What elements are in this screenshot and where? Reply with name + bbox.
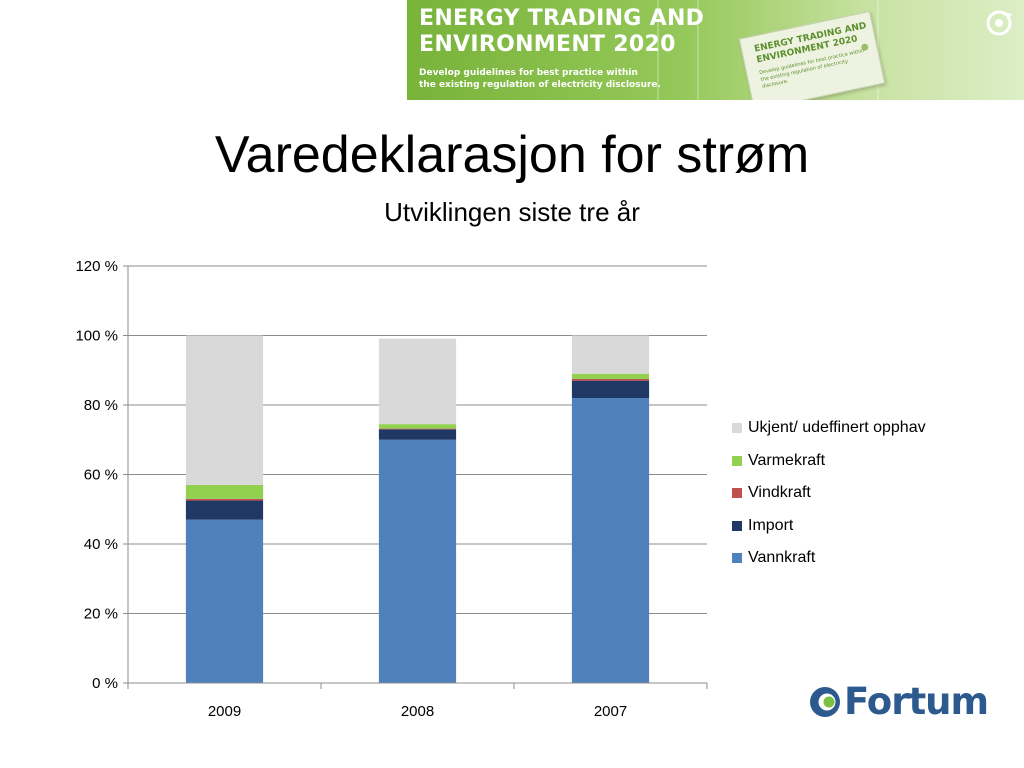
logo-text: Fortum xyxy=(844,680,989,723)
banner-subtitle-line: the existing regulation of electricity d… xyxy=(419,80,661,90)
legend-item: Vindkraft xyxy=(732,477,926,510)
legend-swatch xyxy=(732,455,742,466)
x-tick-label: 2007 xyxy=(594,703,627,720)
bar-segment xyxy=(571,335,650,374)
y-tick-label: 20 % xyxy=(84,606,118,623)
y-tick-label: 100 % xyxy=(75,328,118,345)
bar-segment xyxy=(185,484,264,499)
y-tick-label: 120 % xyxy=(75,258,118,275)
legend-item: Ukjent/ udeffinert opphav xyxy=(732,412,926,445)
slide-subtitle: Utviklingen siste tre år xyxy=(384,197,640,227)
bar-segment xyxy=(378,429,457,440)
legend-label: Import xyxy=(748,516,794,534)
banner-title: ENERGY TRADING AND ENVIRONMENT 2020 xyxy=(419,6,704,58)
bar-segment xyxy=(378,338,457,425)
header-banner: ENERGY TRADING AND ENVIRONMENT 2020 Deve… xyxy=(407,0,1024,100)
bar-segment xyxy=(571,398,650,683)
legend-swatch xyxy=(732,520,742,531)
bar-segment xyxy=(378,424,457,429)
recycle-arrow-icon xyxy=(986,10,1012,36)
y-tick-label: 80 % xyxy=(84,397,118,414)
y-tick-label: 0 % xyxy=(92,675,118,692)
banner-title-line: ENVIRONMENT 2020 xyxy=(419,32,676,57)
legend-label: Varmekraft xyxy=(748,451,826,469)
bar-segment xyxy=(571,378,650,381)
fortum-logo-icon xyxy=(810,686,840,717)
legend-label: Vannkraft xyxy=(748,549,816,567)
banner-subtitle: Develop guidelines for best practice wit… xyxy=(419,67,661,91)
legend-label: Ukjent/ udeffinert opphav xyxy=(748,419,926,437)
x-tick-label: 2008 xyxy=(401,703,434,720)
legend-label: Vindkraft xyxy=(748,484,811,502)
bar-segment xyxy=(571,373,650,379)
legend-swatch xyxy=(732,553,742,564)
x-tick-label: 2009 xyxy=(208,703,241,720)
legend-item: Varmekraft xyxy=(732,445,926,478)
bar-segment xyxy=(185,498,264,501)
banner-title-line: ENERGY TRADING AND xyxy=(419,6,705,31)
banner-subtitle-line: Develop guidelines for best practice wit… xyxy=(419,68,638,78)
slide-title: Varedeklarasjon for strøm xyxy=(214,126,810,184)
y-tick-label: 40 % xyxy=(84,536,118,553)
legend-swatch xyxy=(732,423,742,434)
bar-segment xyxy=(378,439,457,683)
bar-segment xyxy=(185,519,264,683)
bar-segment xyxy=(571,380,650,399)
bar-segment xyxy=(185,500,264,520)
legend-item: Vannkraft xyxy=(732,542,926,575)
chart-legend: Ukjent/ udeffinert opphav Varmekraft Vindk… xyxy=(732,412,926,575)
legend-swatch xyxy=(732,488,742,499)
fortum-logo: Fortum xyxy=(808,680,989,723)
y-tick-label: 60 % xyxy=(84,467,118,484)
bar-segment xyxy=(185,335,264,485)
legend-item: Import xyxy=(732,510,926,543)
bar-segment xyxy=(378,428,457,430)
